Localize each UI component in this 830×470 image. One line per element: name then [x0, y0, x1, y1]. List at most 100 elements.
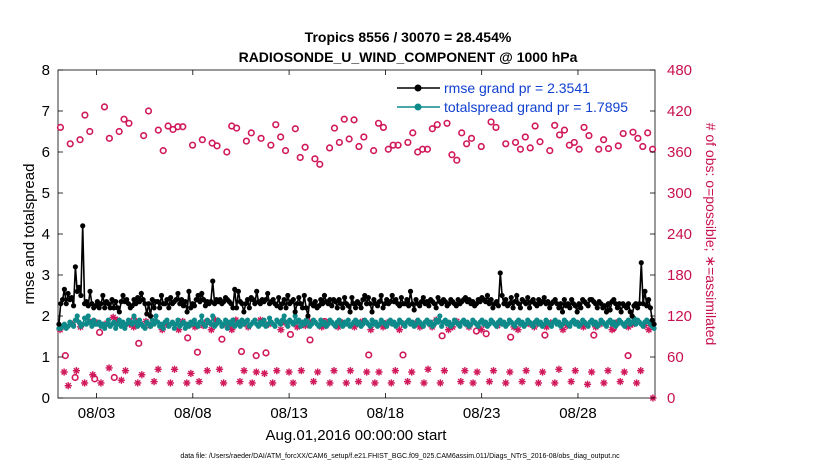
rmse-point	[114, 305, 121, 311]
spread-point	[384, 323, 390, 329]
spread-point	[224, 325, 230, 331]
obs-possible-point	[531, 122, 539, 130]
rmse-point	[277, 305, 284, 311]
rmse-point	[329, 303, 335, 309]
legend-box	[395, 78, 650, 118]
obs-possible-point	[125, 119, 133, 127]
rmse-point	[506, 301, 513, 307]
rmse-point	[559, 309, 566, 315]
spread-point	[171, 325, 177, 331]
spread-point	[136, 317, 143, 323]
obs-possible-point	[560, 126, 569, 134]
rmse-point	[380, 305, 386, 311]
obs-assimilated-point	[134, 379, 142, 387]
spread-point	[164, 317, 170, 323]
obs-possible-point	[272, 121, 280, 129]
obs-possible-point	[507, 333, 515, 341]
rmse-point	[413, 297, 419, 303]
y-right-tick-label: 120	[667, 308, 692, 325]
rmse-point	[292, 309, 298, 315]
rmse-point	[158, 292, 165, 299]
rmse-point	[199, 290, 205, 297]
obs-assimilated-point	[522, 367, 530, 375]
spread-point	[70, 323, 77, 329]
rmse-point	[525, 294, 531, 301]
obs-possible-point	[242, 137, 250, 145]
y-right-tick-label: 360	[667, 144, 692, 161]
x-tick-label: 08/23	[463, 405, 501, 422]
rmse-point	[636, 301, 643, 307]
obs-possible-point	[511, 138, 520, 147]
rmse-point	[241, 309, 247, 315]
obs-assimilated-point	[391, 367, 399, 375]
rmse-point	[363, 301, 370, 307]
obs-possible-point	[267, 141, 275, 149]
spread-point	[100, 321, 106, 327]
rmse-point	[243, 301, 249, 307]
rmse-point	[435, 294, 441, 301]
rmse-point	[290, 297, 296, 303]
obs-assimilated-point	[518, 378, 526, 386]
rmse-point	[307, 297, 313, 303]
obs-possible-point	[433, 121, 441, 129]
rmse-point	[497, 270, 503, 276]
y-left-tick-label: 3	[42, 267, 50, 284]
spread-point	[512, 323, 518, 329]
obs-possible-point	[541, 331, 549, 339]
legend-rmse-marker	[414, 84, 422, 92]
obs-assimilated-point	[555, 365, 563, 373]
rmse-point	[651, 321, 657, 327]
rmse-point	[624, 305, 630, 311]
spread-point	[285, 323, 291, 329]
y-right-tick-label: 300	[667, 185, 692, 202]
obs-assimilated-point	[485, 378, 493, 386]
rmse-point	[633, 301, 639, 307]
y-right-tick-label: 240	[667, 226, 692, 243]
obs-possible-point	[213, 142, 221, 150]
obs-assimilated-point	[326, 379, 334, 387]
obs-possible-point	[423, 145, 432, 153]
obs-possible-point	[306, 336, 314, 344]
rmse-point	[70, 303, 77, 309]
spread-point	[336, 317, 342, 323]
obs-possible-point	[355, 142, 363, 151]
rmse-point	[61, 286, 68, 292]
obs-assimilated-point	[404, 378, 412, 386]
obs-assimilated-point	[260, 369, 269, 377]
obs-assimilated-point	[489, 367, 498, 375]
rmse-point	[168, 294, 174, 301]
rmse-point	[182, 299, 188, 305]
rmse-point	[433, 305, 439, 311]
rmse-point	[404, 297, 410, 303]
obs-possible-point	[252, 352, 260, 360]
chart-title-line2: RADIOSONDE_U_WIND_COMPONENT @ 1000 hPa	[239, 49, 578, 65]
rmse-point	[321, 292, 328, 299]
obs-possible-point	[335, 138, 343, 147]
rmse-point	[74, 288, 80, 294]
rmse-point	[515, 301, 522, 307]
rmse-point	[585, 303, 591, 309]
spread-point	[332, 323, 339, 329]
plot-area: 0 1 2 3 4 5 6 7 8 0 60 120 180 240 300 360 420 480 08/03 08…	[42, 62, 692, 422]
obs-possible-point	[404, 138, 412, 147]
obs-possible-point	[370, 147, 378, 155]
rmse-point	[486, 301, 492, 307]
rmse-point	[105, 301, 111, 307]
obs-possible-point	[233, 124, 241, 132]
obs-assimilated-point	[309, 378, 318, 386]
rmse-point	[230, 305, 236, 311]
obs-assimilated-point	[342, 379, 350, 387]
obs-assimilated-point	[105, 364, 113, 372]
rmse-point	[191, 303, 198, 309]
x-tick-label: 08/03	[78, 405, 116, 422]
obs-assimilated-point	[616, 378, 624, 386]
rmse-point	[76, 284, 82, 290]
rmse-point	[59, 297, 66, 303]
obs-possible-point	[458, 129, 466, 137]
spread-point	[277, 321, 284, 327]
obs-assimilated-point	[469, 379, 477, 387]
spread-point	[439, 323, 445, 329]
obs-possible-point	[639, 142, 647, 151]
obs-assimilated-point	[538, 368, 547, 376]
rmse-point	[488, 297, 494, 303]
